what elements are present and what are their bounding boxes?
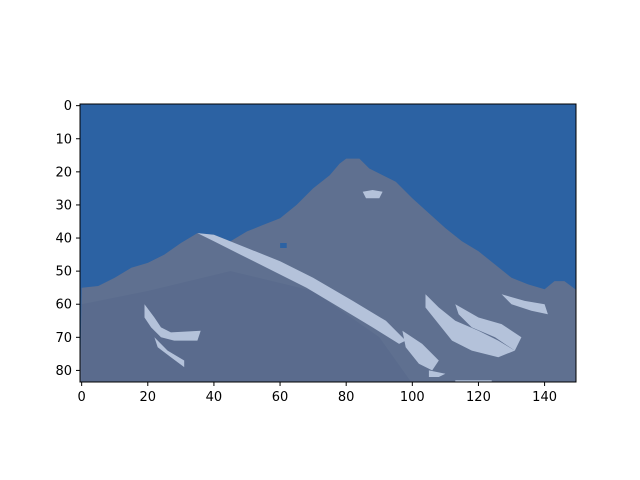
snow-patch [362,190,383,199]
x-tick-label: 40 [206,390,223,405]
snow-patch [197,233,406,344]
x-tick-label: 80 [338,390,355,405]
snow-patch [428,370,446,377]
snow-patch [154,337,185,368]
x-tick-label: 100 [400,390,425,405]
y-axis: 0 10 20 30 40 50 60 70 80 [55,99,80,379]
y-tick-label: 50 [55,265,72,280]
y-tick-label: 30 [55,198,72,213]
y-tick-label: 60 [55,298,72,313]
y-tick-label: 20 [55,165,72,180]
y-tick-label: 0 [64,99,72,114]
heatmap-image [80,104,576,382]
x-tick-label: 140 [532,390,557,405]
sky-inclusion [280,243,287,248]
x-tick-label: 20 [140,390,157,405]
plot-frame [79,103,577,383]
y-tick-label: 70 [55,331,72,346]
snow-patch [501,294,548,315]
snow-patch [425,294,515,358]
x-tick-label: 0 [78,390,86,405]
snow-patch [402,330,439,371]
y-tick-label: 40 [55,232,72,247]
y-tick-label: 80 [55,364,72,379]
x-tick-label: 120 [466,390,491,405]
x-axis: 0 20 40 60 80 100 120 140 [78,382,557,405]
snow-patch [455,304,522,351]
snow-patch [144,304,201,341]
mountain-shadow [81,271,412,382]
x-tick-label: 60 [272,390,289,405]
y-tick-label: 10 [55,132,72,147]
